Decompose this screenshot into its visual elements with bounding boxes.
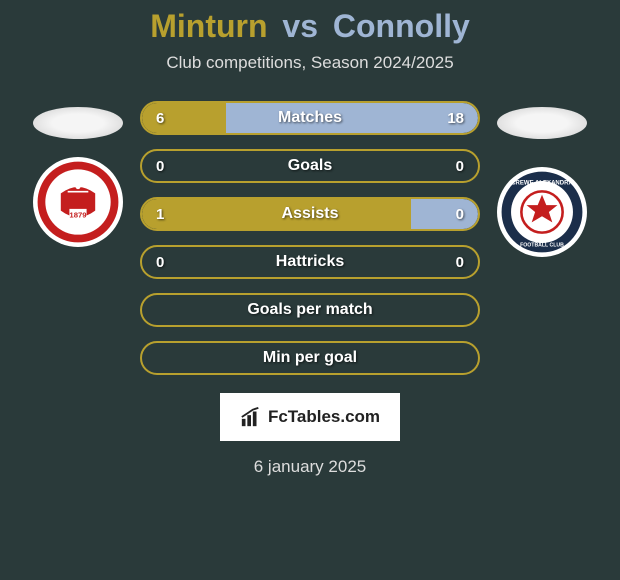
stat-row: 1 0 Assists — [140, 197, 480, 231]
stat-value-right: 0 — [456, 254, 464, 271]
stat-fill-right — [411, 199, 478, 229]
stat-value-right: 0 — [456, 206, 464, 223]
stat-label: Min per goal — [263, 349, 357, 367]
comparison-card: Minturn vs Connolly Club competitions, S… — [0, 0, 620, 580]
right-side-column: CREWE ALEXANDRA FOOTBALL CLUB — [492, 101, 592, 257]
svg-text:CREWE ALEXANDRA: CREWE ALEXANDRA — [511, 180, 573, 186]
stat-row: 0 0 Goals — [140, 149, 480, 183]
subtitle: Club competitions, Season 2024/2025 — [166, 53, 453, 73]
shield-icon: 1879 — [35, 159, 121, 245]
stat-value-left: 0 — [156, 254, 164, 271]
stats-bars: 6 18 Matches 0 0 Goals 1 0 Assists 0 0 Hattricks Goa… — [140, 101, 480, 375]
player-right-name: Connolly — [333, 8, 470, 44]
svg-text:FOOTBALL CLUB: FOOTBALL CLUB — [520, 242, 564, 248]
main-area: 1879 6 18 Matches 0 0 Goals 1 0 Assists 0 0 Hattric… — [0, 101, 620, 375]
stat-fill-left — [142, 199, 411, 229]
page-title: Minturn vs Connolly — [150, 8, 470, 45]
stat-label: Goals — [288, 157, 332, 175]
stat-label: Matches — [278, 109, 342, 127]
stat-value-left: 1 — [156, 206, 164, 223]
stat-row: 6 18 Matches — [140, 101, 480, 135]
left-side-column: 1879 — [28, 101, 128, 247]
stat-value-left: 6 — [156, 110, 164, 127]
swindon-town-badge: 1879 — [33, 157, 123, 247]
player-right-avatar-placeholder — [497, 107, 587, 139]
stat-label: Goals per match — [247, 301, 372, 319]
stat-value-left: 0 — [156, 158, 164, 175]
stat-fill-left — [142, 103, 226, 133]
stat-fill-right — [226, 103, 478, 133]
brand-box: FcTables.com — [220, 393, 400, 441]
stat-row: 0 0 Hattricks — [140, 245, 480, 279]
stat-row: Goals per match — [140, 293, 480, 327]
chart-icon — [240, 406, 262, 428]
vs-label: vs — [282, 8, 318, 44]
stat-label: Hattricks — [276, 253, 344, 271]
player-left-name: Minturn — [150, 8, 267, 44]
stat-label: Assists — [282, 205, 339, 223]
shield-icon: CREWE ALEXANDRA FOOTBALL CLUB — [499, 169, 585, 255]
crewe-alexandra-badge: CREWE ALEXANDRA FOOTBALL CLUB — [497, 167, 587, 257]
svg-text:1879: 1879 — [69, 210, 87, 219]
date-label: 6 january 2025 — [254, 457, 366, 477]
player-left-avatar-placeholder — [33, 107, 123, 139]
stat-row: Min per goal — [140, 341, 480, 375]
brand-text: FcTables.com — [268, 407, 380, 427]
stat-value-right: 18 — [447, 110, 464, 127]
stat-value-right: 0 — [456, 158, 464, 175]
